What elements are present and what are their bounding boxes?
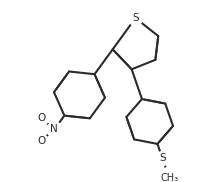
Text: CH₃: CH₃ [160,173,178,182]
Text: S: S [132,13,139,23]
Text: N: N [51,124,58,134]
Text: O: O [37,113,45,123]
Text: S: S [159,153,166,163]
Text: O: O [37,136,45,146]
